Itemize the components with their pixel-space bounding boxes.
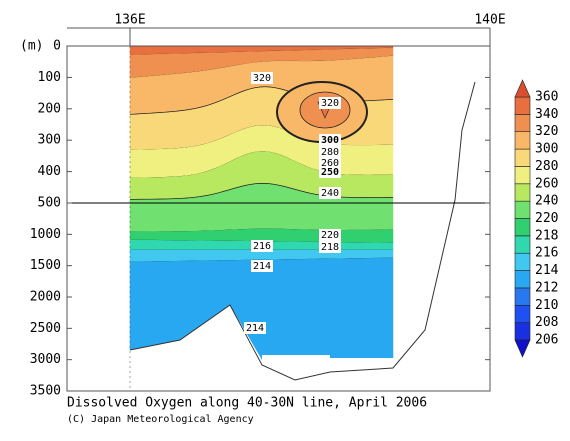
x-tick-label: 136E (114, 13, 145, 28)
contour-label: 218 (321, 242, 339, 253)
contour-label: 280 (321, 147, 339, 158)
y-tick-label: 3000 (30, 352, 61, 367)
colorbar-cell (514, 304, 531, 323)
chart-title: Dissolved Oxygen along 40-30N line, Apri… (67, 396, 427, 411)
colorbar-label: 360 (535, 90, 558, 105)
contour-label: 214 (253, 261, 271, 272)
colorbar-label: 320 (535, 124, 558, 139)
label-bg (251, 240, 273, 252)
contour-label: 260 (321, 158, 339, 169)
colorbar-cell (514, 166, 531, 185)
colorbar-label: 220 (535, 211, 558, 226)
colorbar-label: 300 (535, 142, 558, 157)
colorbar-label: 212 (535, 280, 558, 295)
y-tick-label: 3500 (30, 384, 61, 399)
y-tick-label: 400 (38, 164, 61, 179)
contour-label: 214 (246, 323, 264, 334)
label-bg (251, 72, 273, 84)
contour-label: 216 (253, 241, 271, 252)
contour-label: 320 (253, 73, 271, 84)
label-bg (244, 322, 266, 334)
seafloor-line (129, 81, 476, 381)
contour-label: 320 (321, 98, 339, 109)
y-tick-label: 2500 (30, 321, 61, 336)
colorbar-cell (514, 270, 531, 289)
colorbar-arrow (514, 339, 531, 358)
colorbar-cell (514, 218, 531, 237)
colorbar-label: 240 (535, 194, 558, 209)
colorbar-label: 206 (535, 333, 558, 348)
colorbar-cell (514, 131, 531, 150)
colorbar-cell (514, 200, 531, 219)
colorbar-arrow (514, 79, 531, 98)
y-tick-label: 0 (53, 39, 61, 54)
colorbar-cell (514, 96, 531, 115)
colorbar-cell (514, 235, 531, 254)
contour-label: 240 (321, 188, 339, 199)
x-tick-label: 140E (474, 13, 505, 28)
colorbar-cell (514, 148, 531, 167)
colorbar-cell (514, 287, 531, 306)
label-bg (319, 166, 341, 178)
label-bg (319, 187, 341, 199)
label-bg (319, 241, 341, 253)
colorbar-label: 218 (535, 228, 558, 243)
label-bg (319, 97, 341, 109)
colorbar-cell (514, 252, 531, 271)
y-tick-label: 300 (38, 133, 61, 148)
colorbar-cell (514, 114, 531, 133)
label-bg (251, 260, 273, 272)
y-tick-label: 200 (38, 101, 61, 116)
colorbar-label: 210 (535, 298, 558, 313)
colorbar-label: 280 (535, 159, 558, 174)
colorbar-cell (514, 183, 531, 202)
y-tick-label: 100 (38, 70, 61, 85)
colorbar-label: 208 (535, 315, 558, 330)
contour-label: 220 (321, 230, 339, 241)
label-bg (319, 134, 341, 146)
plot-frame (66, 45, 491, 392)
colorbar-cell (514, 322, 531, 341)
colorbar-label: 214 (535, 263, 559, 278)
label-bg (319, 229, 341, 241)
credit: (C) Japan Meteorological Agency (67, 414, 254, 425)
y-tick-label: 1000 (30, 227, 61, 242)
contour-label: 250 (321, 167, 339, 178)
colorbar-label: 340 (535, 107, 558, 122)
colorbar-label: 260 (535, 176, 558, 191)
colorbar-label: 216 (535, 246, 558, 261)
y-tick-label: 500 (38, 196, 61, 211)
contour-label: 300 (321, 135, 339, 146)
y-axis-label: (m) (20, 39, 43, 54)
y-tick-label: 2000 (30, 290, 61, 305)
y-tick-label: 1500 (30, 258, 61, 273)
label-bg (319, 146, 341, 158)
